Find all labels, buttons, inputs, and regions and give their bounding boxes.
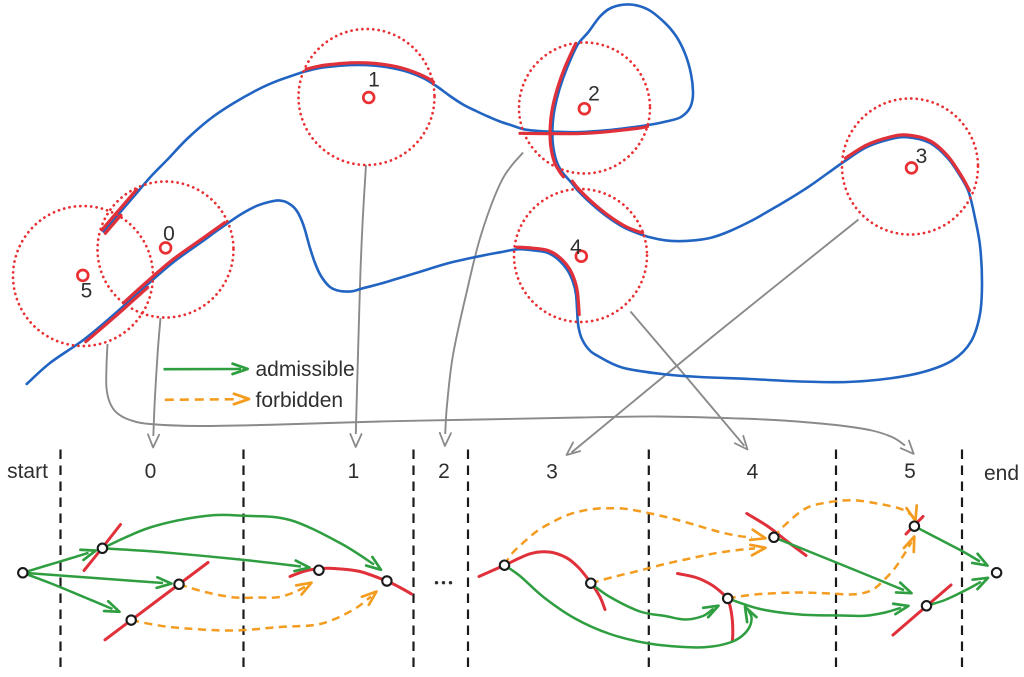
svg-text:2: 2 (588, 83, 600, 106)
svg-text:4: 4 (570, 236, 582, 259)
svg-text:2: 2 (438, 460, 450, 483)
svg-text:1: 1 (348, 460, 360, 483)
svg-text:3: 3 (546, 461, 558, 484)
svg-text:5: 5 (904, 460, 916, 483)
svg-text:0: 0 (145, 460, 157, 483)
svg-text:admissible: admissible (256, 358, 355, 381)
svg-text:start: start (7, 460, 48, 483)
svg-text:forbidden: forbidden (256, 389, 344, 412)
svg-text:5: 5 (81, 280, 93, 303)
svg-text:1: 1 (368, 69, 380, 92)
svg-text:3: 3 (916, 145, 928, 168)
svg-text:4: 4 (747, 461, 759, 484)
svg-text:end: end (984, 462, 1019, 485)
svg-text:0: 0 (163, 223, 175, 246)
